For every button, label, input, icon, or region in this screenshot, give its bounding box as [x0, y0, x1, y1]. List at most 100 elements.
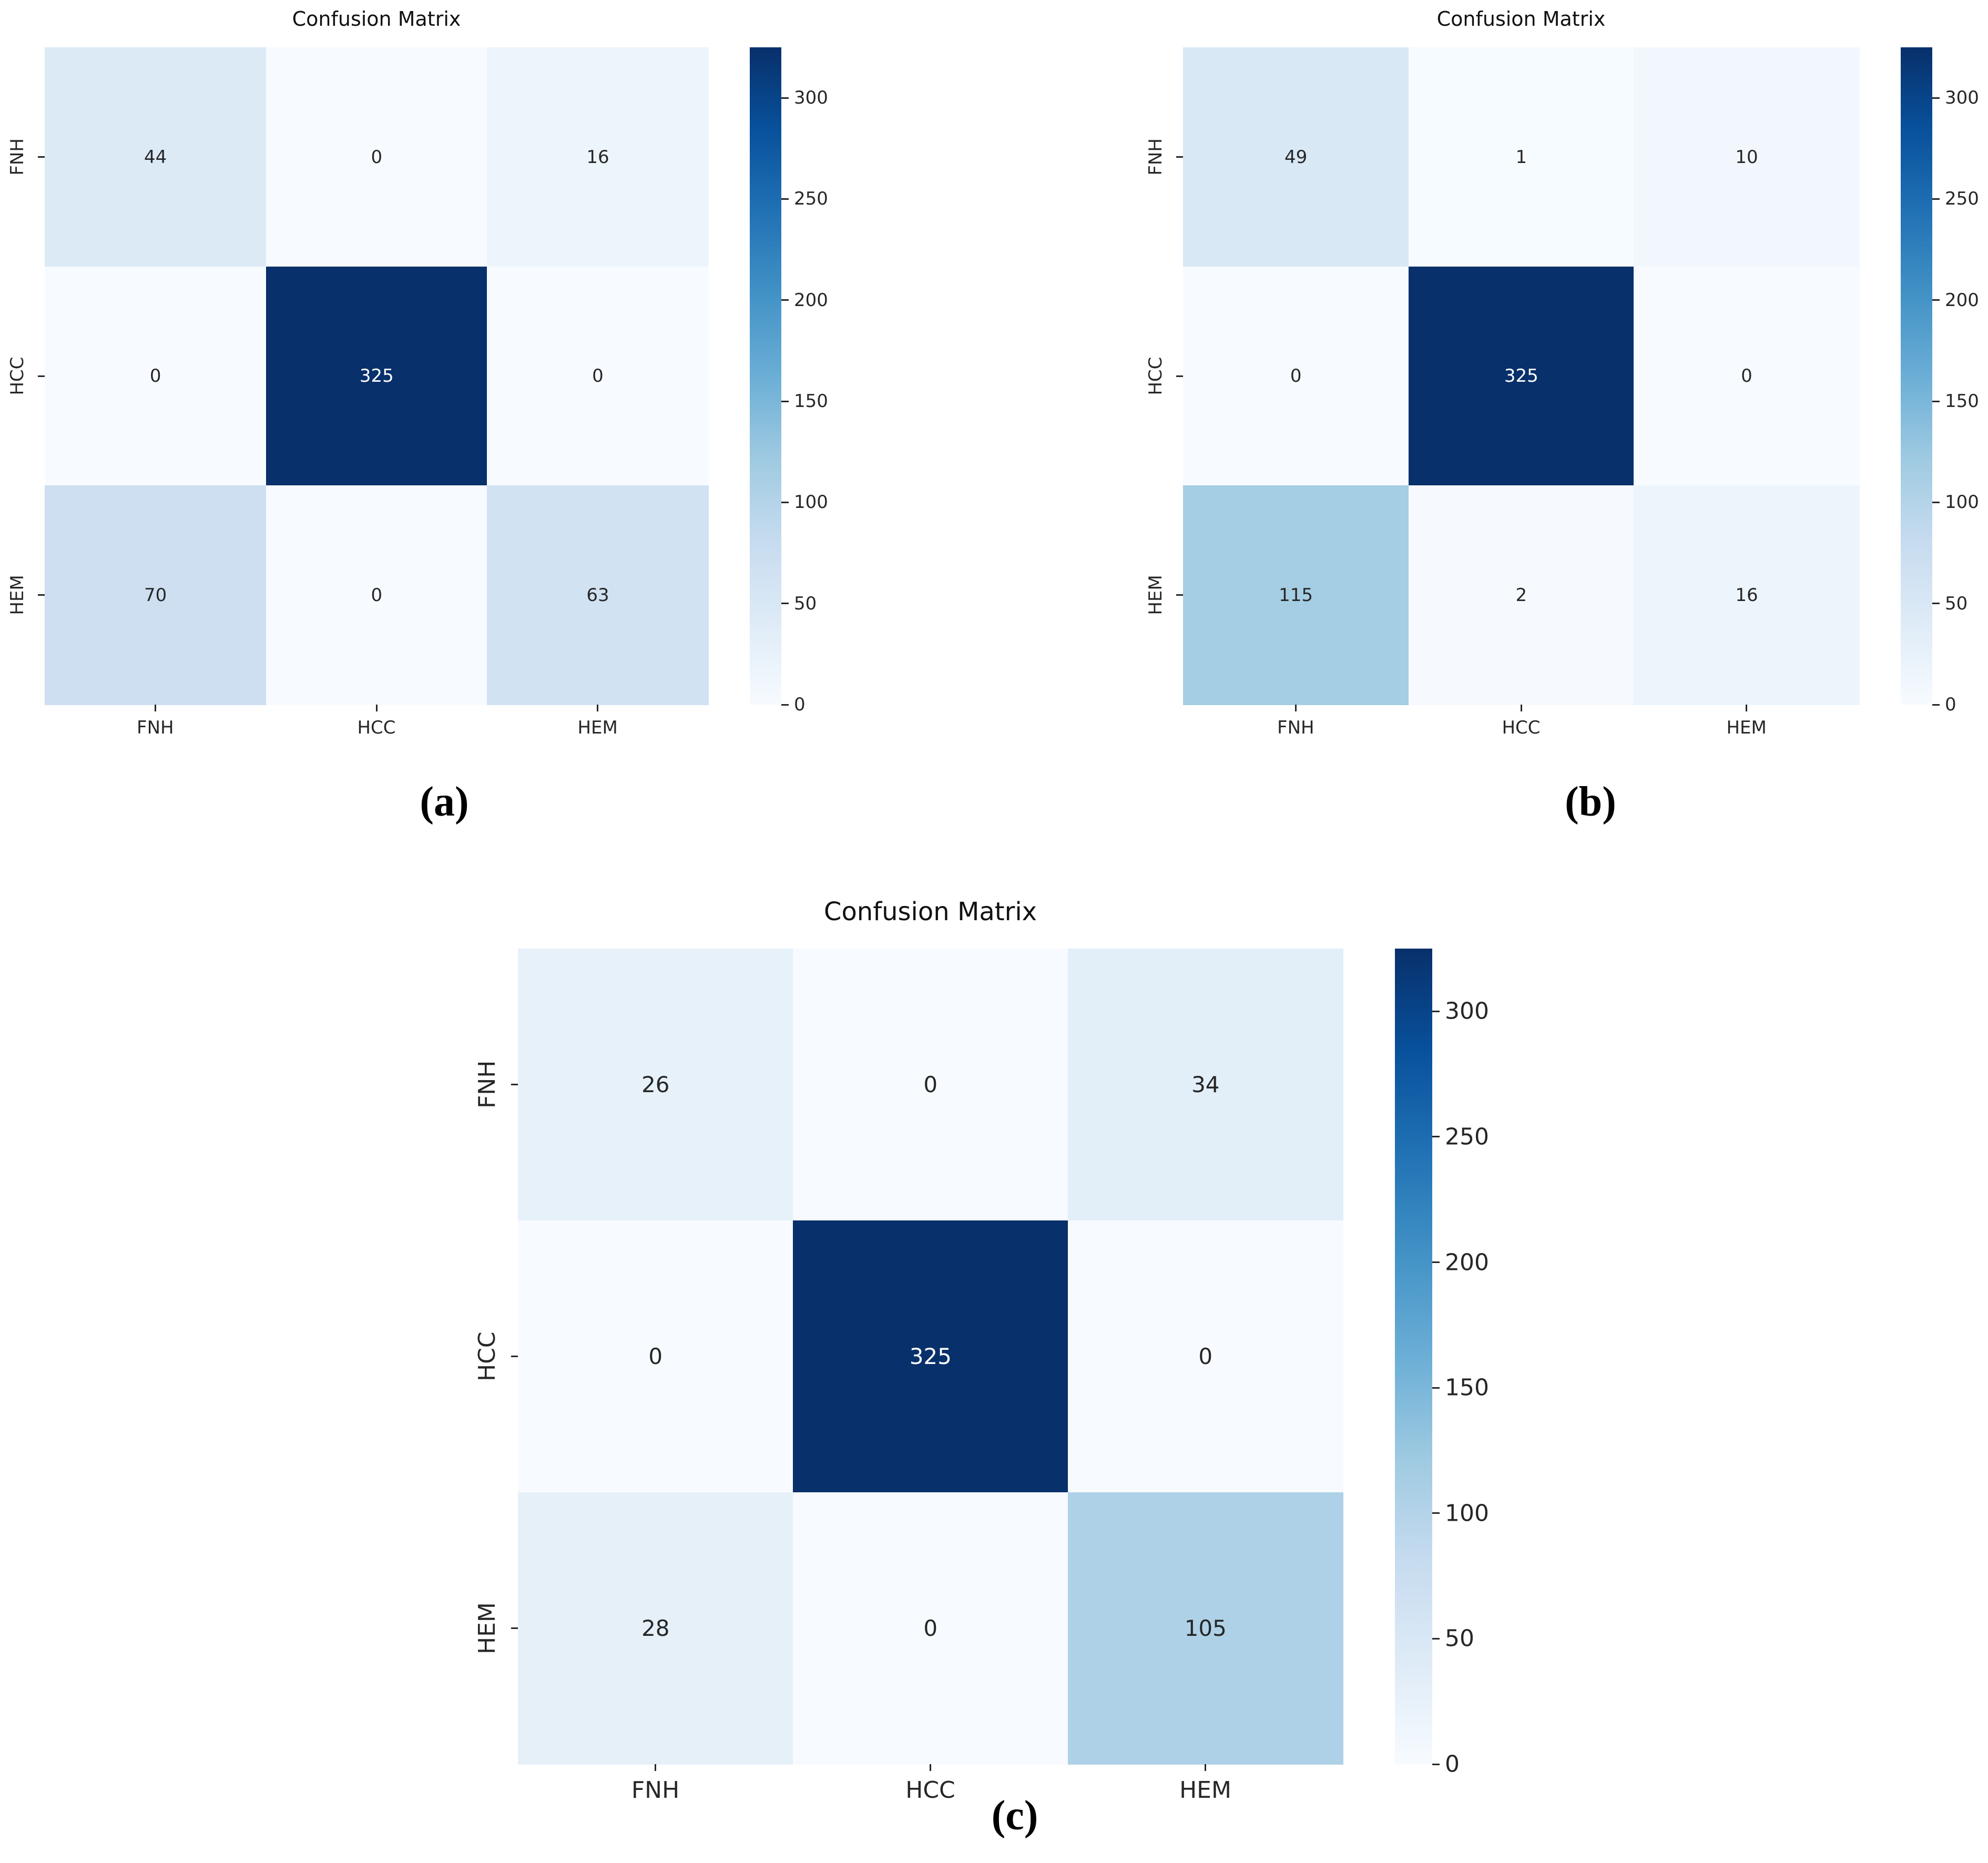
heatmap-cell: 105 — [1068, 1492, 1343, 1765]
heatmap-cell: 1 — [1408, 47, 1634, 267]
x-tick-mark — [154, 705, 156, 711]
colorbar-tick-label: 150 — [794, 391, 828, 412]
colorbar-tick-label: 300 — [1945, 87, 1979, 109]
colorbar-tick-label: 100 — [794, 492, 828, 513]
colorbar-tick-mark — [1432, 1010, 1440, 1012]
colorbar-tick-mark — [1432, 1387, 1440, 1389]
colorbar-tick-mark — [1932, 603, 1940, 605]
colorbar-tick-mark — [781, 603, 789, 605]
colorbar-tick-mark — [781, 97, 789, 99]
y-axis-category-label: HCC — [1145, 357, 1166, 395]
heatmap-cell: 0 — [1183, 266, 1409, 486]
x-tick-mark — [655, 1764, 656, 1771]
x-tick-mark — [1520, 705, 1522, 711]
colorbar-tick-mark — [1932, 501, 1940, 503]
heatmap-cell: 0 — [793, 1492, 1068, 1765]
x-tick-mark — [1746, 705, 1748, 711]
panel-caption-c: (c) — [991, 1793, 1038, 1839]
panel-caption-b: (b) — [1565, 779, 1616, 825]
heatmap-cell: 63 — [487, 485, 709, 705]
colorbar-tick-mark — [1932, 299, 1940, 301]
y-tick-mark — [38, 594, 45, 596]
colorbar-tick-label: 0 — [1445, 1750, 1460, 1778]
y-axis-category-label: FNH — [1145, 138, 1166, 176]
colorbar-tick-mark — [1932, 198, 1940, 200]
y-tick-mark — [511, 1356, 518, 1357]
chart-title: Confusion Matrix — [1436, 7, 1606, 30]
colorbar-tick-mark — [1932, 400, 1940, 402]
heatmap-cell: 16 — [1634, 485, 1860, 705]
x-axis-category-label: HCC — [905, 1777, 955, 1804]
colorbar — [750, 47, 781, 705]
chart-title: Confusion Matrix — [292, 7, 461, 30]
colorbar-tick-label: 250 — [1445, 1123, 1489, 1151]
y-axis-category-label: HEM — [1145, 575, 1166, 615]
heatmap-cell: 0 — [793, 949, 1068, 1221]
heatmap-cell: 34 — [1068, 949, 1343, 1221]
colorbar-tick-label: 200 — [1445, 1249, 1489, 1276]
y-tick-mark — [38, 156, 45, 158]
heatmap-cell: 16 — [487, 47, 709, 267]
colorbar-tick-mark — [1432, 1512, 1440, 1514]
heatmap-cell: 325 — [1408, 266, 1634, 486]
colorbar-tick-label: 250 — [1945, 188, 1979, 210]
colorbar-tick-label: 0 — [794, 694, 806, 715]
x-axis-category-label: FNH — [1277, 717, 1314, 738]
heatmap-cell: 10 — [1634, 47, 1860, 267]
heatmap-cell: 49 — [1183, 47, 1409, 267]
y-tick-mark — [38, 375, 45, 377]
chart-title: Confusion Matrix — [823, 897, 1037, 927]
heatmap-cell: 0 — [1634, 266, 1860, 486]
heatmap-cell: 0 — [487, 266, 709, 486]
x-axis-category-label: HCC — [1502, 717, 1541, 738]
colorbar-tick-label: 100 — [1445, 1500, 1489, 1527]
colorbar-tick-mark — [1932, 704, 1940, 706]
colorbar-tick-mark — [781, 299, 789, 301]
heatmap-cell: 70 — [45, 485, 267, 705]
colorbar-tick-label: 200 — [794, 289, 828, 311]
y-axis-category-label: FNH — [473, 1060, 501, 1109]
x-axis-category-label: HEM — [1726, 717, 1767, 738]
colorbar-tick-label: 50 — [1445, 1625, 1474, 1652]
colorbar-tick-mark — [1432, 1637, 1440, 1640]
x-tick-mark — [1205, 1764, 1206, 1771]
heatmap-cell: 0 — [266, 47, 487, 267]
x-axis-category-label: HEM — [1179, 1777, 1231, 1804]
y-tick-mark — [1176, 375, 1183, 377]
y-axis-category-label: HCC — [473, 1331, 501, 1381]
x-tick-mark — [1294, 705, 1297, 711]
x-axis-category-label: FNH — [137, 717, 174, 738]
colorbar-tick-label: 150 — [1445, 1374, 1489, 1401]
y-tick-mark — [1176, 156, 1183, 158]
x-tick-mark — [375, 705, 378, 711]
y-axis-category-label: HCC — [6, 357, 28, 395]
colorbar-tick-mark — [1432, 1261, 1440, 1264]
panel-caption-a: (a) — [420, 779, 469, 825]
x-tick-mark — [597, 705, 599, 711]
heatmap-cell: 2 — [1408, 485, 1634, 705]
y-axis-category-label: HEM — [473, 1602, 501, 1654]
colorbar-tick-label: 50 — [794, 593, 817, 614]
colorbar-tick-label: 0 — [1945, 694, 1956, 715]
heatmap-cell: 325 — [793, 1220, 1068, 1493]
colorbar-tick-mark — [1432, 1763, 1440, 1765]
colorbar — [1395, 949, 1432, 1764]
heatmap-cell: 44 — [45, 47, 267, 267]
colorbar-tick-label: 50 — [1945, 593, 1968, 614]
colorbar-tick-mark — [1932, 97, 1940, 99]
heatmap-cell: 0 — [518, 1220, 793, 1493]
heatmap-cell: 325 — [266, 266, 487, 486]
y-tick-mark — [511, 1084, 518, 1085]
x-axis-category-label: HEM — [577, 717, 618, 738]
heatmap-cell: 0 — [1068, 1220, 1343, 1493]
heatmap-cell: 0 — [266, 485, 487, 705]
colorbar-tick-label: 250 — [794, 188, 828, 210]
heatmap-cell: 115 — [1183, 485, 1409, 705]
colorbar-tick-label: 200 — [1945, 289, 1979, 311]
colorbar-tick-label: 300 — [1445, 997, 1489, 1025]
colorbar-tick-mark — [781, 400, 789, 402]
y-axis-category-label: FNH — [6, 138, 28, 176]
colorbar-tick-label: 100 — [1945, 492, 1979, 513]
x-axis-category-label: FNH — [631, 1777, 680, 1804]
heatmap-cell: 28 — [518, 1492, 793, 1765]
